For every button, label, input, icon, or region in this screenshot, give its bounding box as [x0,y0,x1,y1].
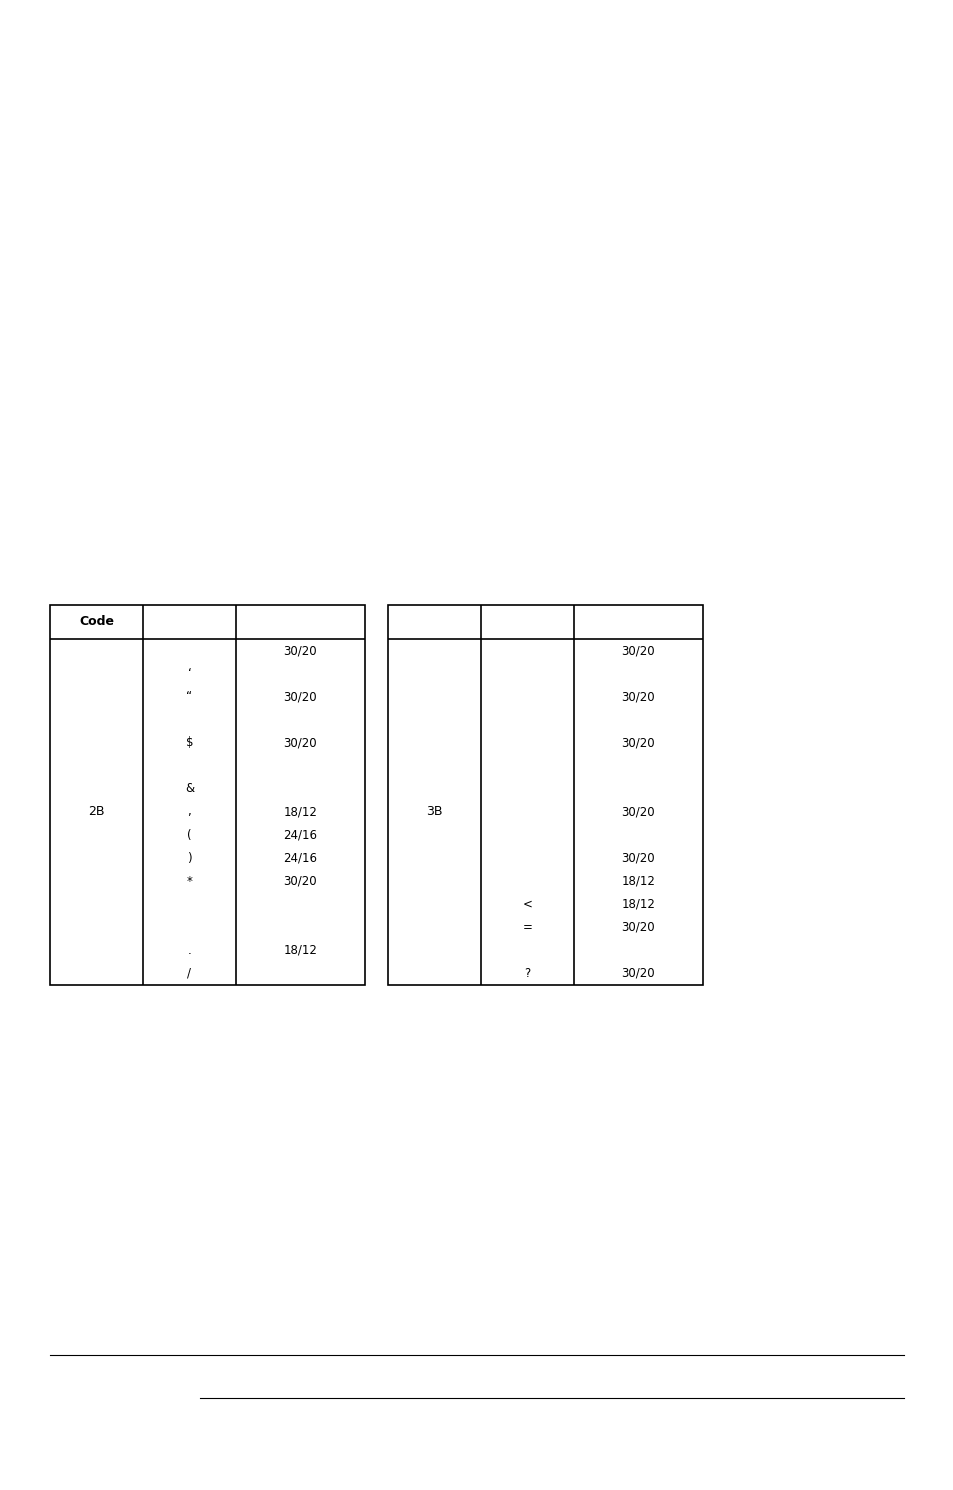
Text: /: / [187,967,192,980]
Text: *: * [186,875,193,888]
Text: 30/20: 30/20 [621,806,655,818]
Text: 30/20: 30/20 [283,875,317,888]
Text: 18/12: 18/12 [620,875,655,888]
Text: ,: , [188,806,191,818]
Text: 30/20: 30/20 [283,690,317,703]
Text: ‘: ‘ [188,668,191,679]
Text: =: = [522,921,532,934]
Text: “: “ [186,690,193,703]
Text: 18/12: 18/12 [283,806,317,818]
Text: 30/20: 30/20 [621,690,655,703]
Text: 24/16: 24/16 [283,828,317,842]
Text: (: ( [187,828,192,842]
Text: 30/20: 30/20 [621,852,655,864]
Text: 30/20: 30/20 [621,967,655,980]
Text: 30/20: 30/20 [283,736,317,749]
Bar [388,605,702,985]
Text: 30/20: 30/20 [283,644,317,657]
Bar [50,605,365,985]
Text: $: $ [186,736,193,749]
Text: ?: ? [524,967,530,980]
Text: 24/16: 24/16 [283,852,317,864]
Text: Code: Code [79,615,113,629]
Text: 30/20: 30/20 [621,736,655,749]
Text: 18/12: 18/12 [620,898,655,910]
Text: 30/20: 30/20 [621,644,655,657]
Text: 30/20: 30/20 [621,921,655,934]
Text: &: & [185,782,193,796]
Text: 3B: 3B [426,806,442,818]
Text: ): ) [187,852,192,864]
Text: 18/12: 18/12 [283,943,317,957]
Text: <: < [522,898,532,910]
Text: 2B: 2B [88,806,105,818]
Text: .: . [188,943,191,957]
